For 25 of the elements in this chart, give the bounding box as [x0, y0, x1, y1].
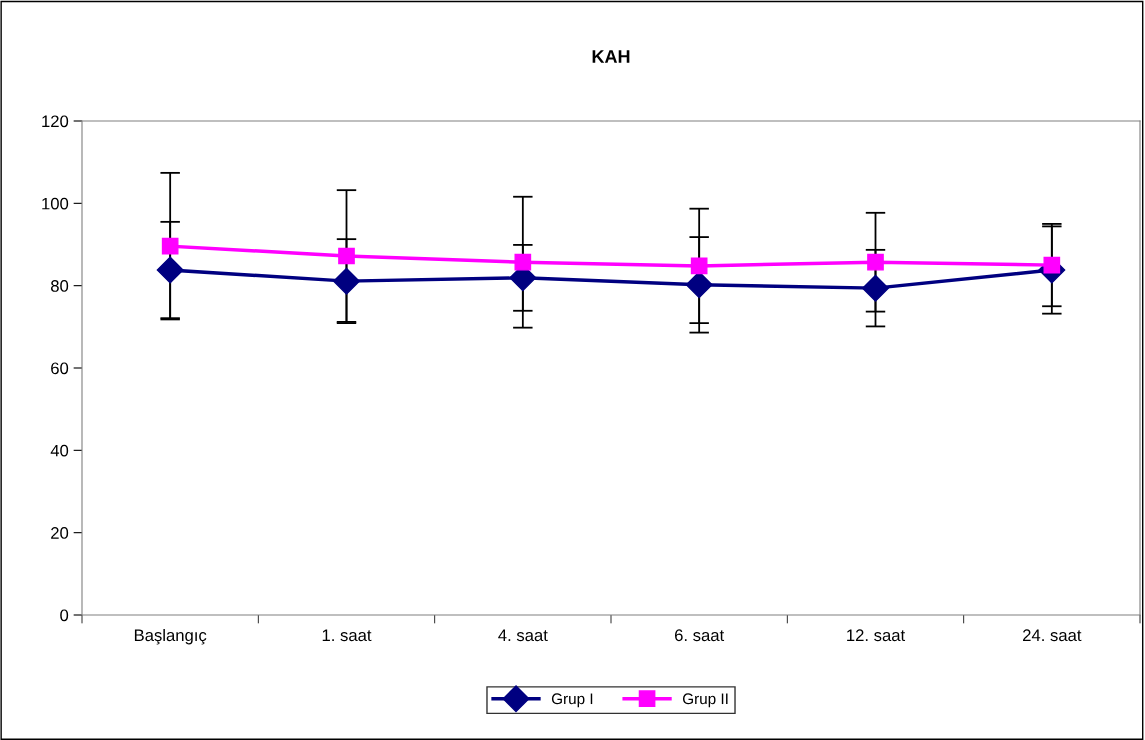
- point: [333, 267, 360, 295]
- x-tick-label: 24. saat: [1023, 629, 1082, 642]
- legend-label: Grup II: [682, 693, 728, 708]
- point: [161, 237, 179, 255]
- y-tick-label: 80: [50, 280, 69, 292]
- chart-title: KAH: [592, 50, 630, 63]
- y-tick-label: 20: [51, 527, 69, 539]
- point: [156, 256, 184, 284]
- y-tick-label: 40: [50, 444, 69, 457]
- point: [690, 257, 708, 275]
- y-tick-label: 100: [42, 197, 69, 210]
- x-tick-label: 1. saat: [322, 629, 372, 642]
- y-tick-label: 0: [60, 609, 69, 622]
- point: [867, 253, 884, 271]
- point: [338, 247, 355, 265]
- x-tick-label: 6. saat: [675, 629, 725, 642]
- point: [685, 271, 713, 299]
- legend-label: Grup I: [551, 693, 593, 708]
- point: [514, 253, 532, 271]
- y-tick-label: 60: [51, 362, 69, 375]
- x-tick-label: 12. saat: [847, 629, 906, 642]
- point: [862, 274, 889, 302]
- x-tick-label: Başlangıç: [134, 628, 207, 645]
- y-tick-label: 120: [42, 115, 69, 128]
- x-tick-label: 4. saat: [498, 629, 548, 642]
